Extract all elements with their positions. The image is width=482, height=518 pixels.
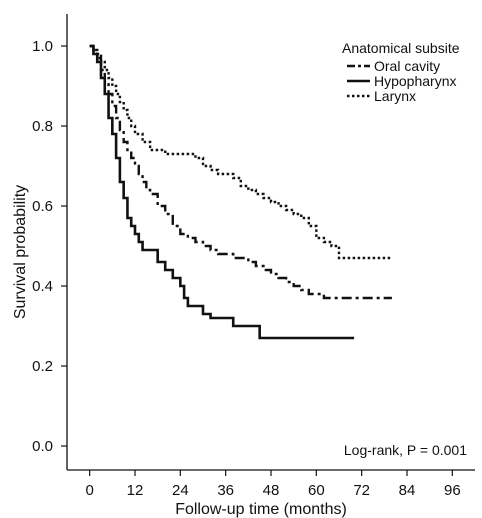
x-tick-label: 84 [399, 482, 416, 499]
x-tick-label: 24 [172, 482, 189, 499]
y-tick-label: 0.0 [32, 438, 53, 455]
x-tick-label: 48 [263, 482, 280, 499]
series-lines [89, 44, 392, 340]
x-tick-label: 36 [217, 482, 234, 499]
logrank-annotation: Log-rank, P = 0.001 [344, 442, 467, 458]
series-line-oral-cavity [89, 44, 392, 300]
y-axis-title: Survival probability [12, 185, 29, 319]
x-tick-label: 96 [444, 482, 461, 499]
y-tick-label: 0.4 [32, 278, 53, 295]
y-tick-label: 0.8 [32, 118, 53, 135]
x-axis-title: Follow-up time (months) [175, 501, 347, 518]
y-tick-label: 1.0 [32, 38, 53, 55]
x-tick-label: 12 [127, 482, 144, 499]
legend-label-hypopharynx: Hypopharynx [374, 73, 457, 89]
x-tick-label: 60 [308, 482, 325, 499]
y-tick-label: 0.2 [32, 358, 53, 375]
series-line-hypopharynx [89, 44, 355, 340]
legend-label-oral-cavity: Oral cavity [374, 58, 440, 74]
y-tick-label: 0.6 [32, 198, 53, 215]
x-tick-label: 72 [353, 482, 370, 499]
axes: 0 12 24 36 48 60 72 84 96 0.0 0.2 0.4 0.6 0.8 1.0 [32, 14, 475, 499]
x-tick-label: 0 [85, 482, 93, 499]
legend-label-larynx: Larynx [374, 88, 416, 104]
legend-title: Anatomical subsite [342, 40, 460, 56]
